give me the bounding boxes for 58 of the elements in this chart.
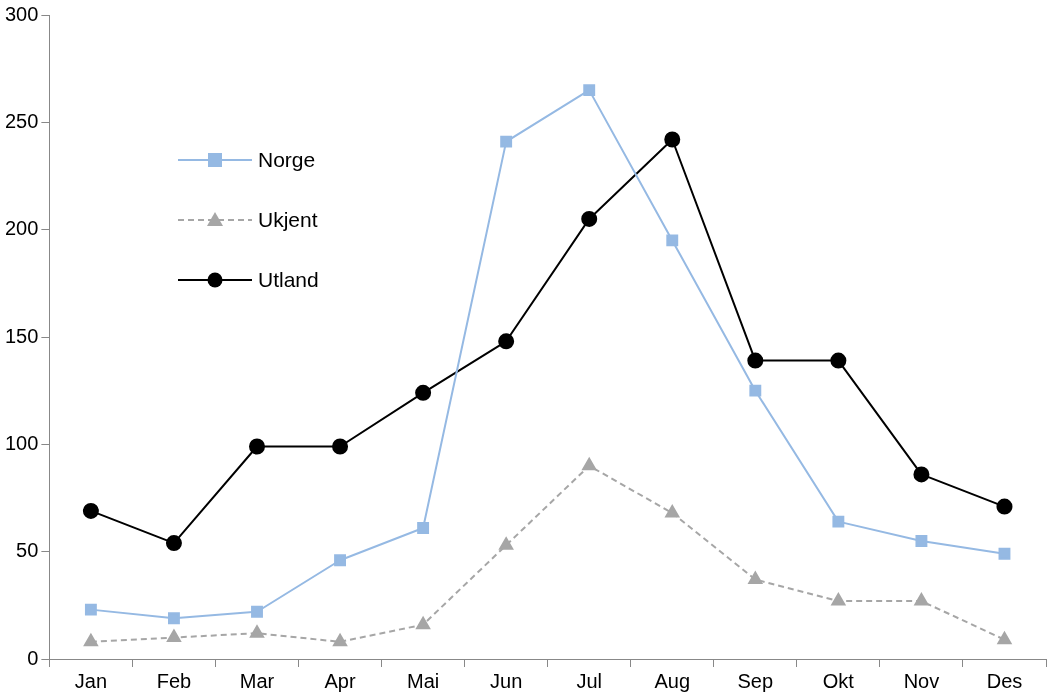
point: [666, 234, 679, 247]
point: [832, 515, 845, 528]
point: [749, 384, 762, 397]
point: [998, 547, 1011, 560]
y-tick-label: 200: [4, 217, 39, 240]
y-tick-label: 100: [4, 431, 39, 454]
point: [415, 384, 432, 401]
point: [582, 457, 597, 471]
y-tick-label: 250: [4, 109, 39, 132]
point: [831, 593, 846, 606]
point: [165, 535, 182, 552]
legend-label: Norge: [258, 148, 316, 172]
point: [830, 352, 847, 369]
point: [583, 84, 596, 97]
point: [664, 131, 681, 148]
point: [417, 522, 430, 534]
point: [914, 593, 929, 606]
y-tick-label: 150: [4, 324, 39, 347]
y-tick-label: 300: [4, 2, 39, 25]
point: [82, 502, 99, 519]
x-tick-label: Okt: [822, 669, 855, 692]
point: [498, 333, 515, 350]
point: [665, 505, 680, 518]
legend-label: Ukjent: [258, 208, 318, 232]
point: [251, 605, 263, 618]
point: [249, 625, 265, 638]
point: [996, 498, 1013, 515]
point: [332, 633, 348, 647]
x-tick-label: Sep: [737, 669, 774, 692]
point: [416, 616, 431, 630]
point: [249, 438, 265, 455]
legend-label: Utland: [258, 268, 319, 292]
x-tick-label: Jul: [576, 669, 602, 692]
point: [332, 438, 349, 455]
point: [84, 603, 97, 616]
point: [747, 352, 764, 369]
point: [168, 612, 180, 625]
x-tick-label: Des: [986, 669, 1023, 692]
point: [915, 534, 928, 547]
y-tick-label: 0: [27, 646, 39, 669]
point: [581, 210, 598, 227]
point: [913, 466, 930, 483]
point: [997, 631, 1012, 645]
x-tick-label: Jan: [74, 669, 108, 692]
x-tick-label: Aug: [654, 669, 691, 692]
point: [334, 554, 346, 567]
x-tick-label: Jun: [490, 669, 523, 692]
point: [83, 633, 98, 647]
point: [500, 135, 513, 148]
point: [499, 537, 514, 550]
point: [166, 629, 182, 643]
x-tick-label: Apr: [324, 669, 356, 692]
x-tick-label: Feb: [156, 669, 192, 692]
point: [748, 571, 763, 585]
y-tick-label: 50: [16, 539, 39, 562]
x-tick-label: Mar: [239, 669, 275, 692]
x-tick-label: Nov: [903, 669, 940, 692]
x-tick-label: Mai: [406, 669, 440, 692]
